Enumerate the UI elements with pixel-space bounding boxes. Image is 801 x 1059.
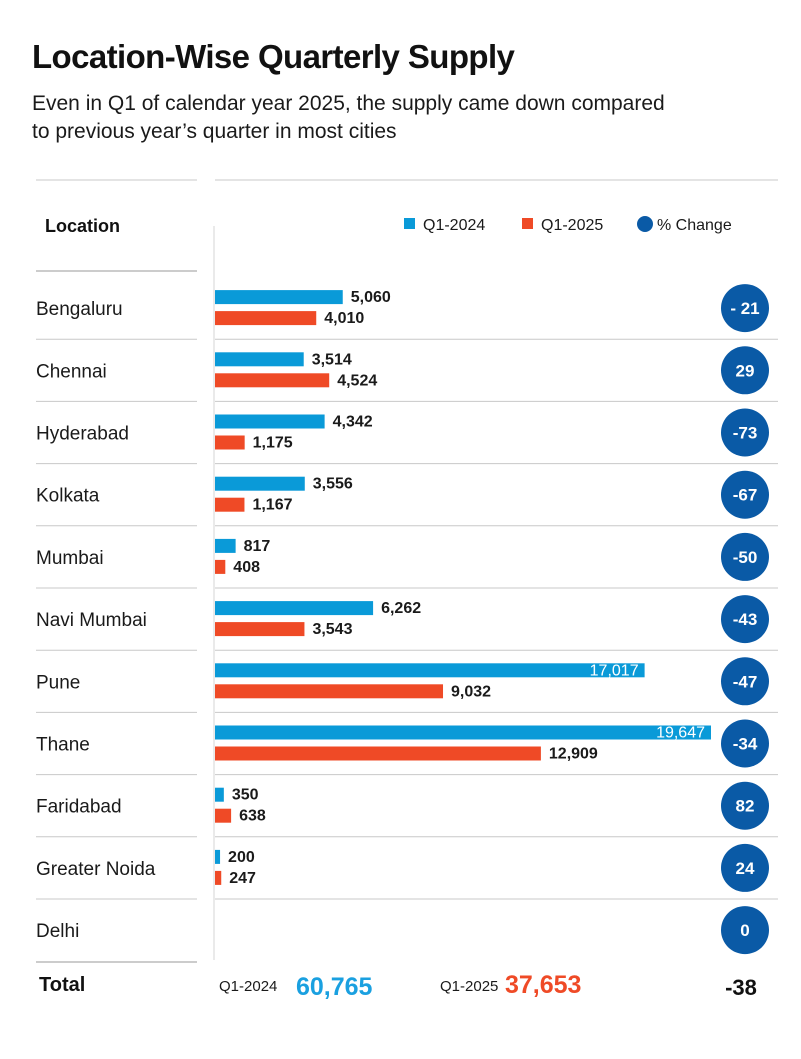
bar-q1-2025 [215,746,541,761]
bar-q1-2025 [215,870,222,885]
location-label: Delhi [36,921,79,942]
total-label: Total [39,974,85,996]
chart-rows: Bengaluru 5,060 4,010 - 21 Chennai 3,514 4,524… [36,284,778,955]
location-label: Chennai [36,361,107,382]
value-label-q1-2025: 12,909 [549,746,598,763]
total-row: Total Q1-2024 60,765 Q1-2025 37,653 -38 [39,971,757,1001]
total-q1-2024-label: Q1-2024 [219,978,277,995]
bar-q1-2025 [215,435,245,450]
value-label-q1-2025: 408 [233,559,260,576]
chart-subtitle: Even in Q1 of calendar year 2025, the su… [32,92,665,143]
location-label: Mumbai [36,548,104,569]
pct-change-label: -67 [733,486,758,505]
pct-change-circle [721,781,769,830]
bar-q1-2024 [215,725,711,740]
location-column-header: Location [45,216,120,236]
bar-q1-2024 [215,476,305,491]
total-q1-2025-label: Q1-2025 [440,978,498,995]
location-label: Bengaluru [36,299,123,320]
bar-q1-2025 [215,808,232,823]
bar-q1-2024 [215,849,221,864]
location-label: Greater Noida [36,859,156,880]
total-q1-2024-value: 60,765 [296,973,373,1001]
total-pct-change: -38 [725,975,757,1000]
pct-change-circle [721,719,769,768]
pct-change-circle [721,657,769,706]
chart-legend: Q1-2024 Q1-2025 % Change [404,216,732,234]
value-label-q1-2024: 6,262 [381,600,421,617]
bar-q1-2024 [215,290,343,305]
bar-q1-2024 [215,352,304,367]
pct-change-label: 0 [740,921,749,940]
legend-label-q1-2024: Q1-2024 [423,217,485,234]
chart-title: Location-Wise Quarterly Supply [32,38,515,75]
pct-change-label: 82 [736,797,755,816]
value-label-q1-2024: 350 [232,787,259,804]
value-label-q1-2025: 1,167 [252,497,292,514]
location-label: Faridabad [36,797,122,818]
bar-q1-2024 [215,538,236,553]
pct-change-label: -73 [733,424,758,443]
bar-q1-2024 [215,787,224,802]
value-label-q1-2024: 4,342 [333,414,373,431]
pct-change-label: - 21 [730,299,759,318]
value-label-q1-2025: 9,032 [451,683,491,700]
location-label: Navi Mumbai [36,610,147,631]
pct-change-circle [721,843,769,892]
legend-swatch-q1-2024 [404,218,415,229]
bar-q1-2025 [215,684,444,699]
bar-q1-2025 [215,497,245,512]
value-label-q1-2024: 3,514 [312,351,352,368]
value-label-q1-2025: 4,524 [337,372,377,389]
pct-change-label: -50 [733,548,758,567]
value-label-q1-2025: 638 [239,808,266,825]
location-label: Hyderabad [36,424,129,445]
total-q1-2025-value: 37,653 [505,971,581,999]
pct-change-circle [721,532,769,581]
pct-change-circle [721,284,769,333]
value-label-q1-2024: 817 [244,538,271,555]
pct-change-circle [721,346,769,395]
value-label-q1-2024: 5,060 [351,289,391,306]
value-label-q1-2024: 3,556 [313,476,353,493]
bar-q1-2024 [215,601,374,616]
value-label-q1-2025: 247 [229,870,256,887]
legend-label-pct-change: % Change [657,217,732,234]
legend-swatch-q1-2025 [522,218,533,229]
pct-change-label: 24 [736,859,755,878]
value-label-q1-2024: 200 [228,849,255,866]
pct-change-circle [721,595,769,644]
location-label: Pune [36,672,80,693]
pct-change-label: 29 [736,361,755,380]
bar-q1-2025 [215,622,305,637]
pct-change-label: -43 [733,610,758,629]
value-label-q1-2025: 1,175 [253,435,293,452]
value-label-q1-2024: 19,647 [656,725,705,742]
pct-change-label: -47 [733,672,758,691]
pct-change-label: -34 [733,735,758,754]
pct-change-circle [721,408,769,457]
bar-q1-2024 [215,414,325,429]
legend-label-q1-2025: Q1-2025 [541,217,603,234]
pct-change-circle [721,470,769,519]
value-label-q1-2025: 4,010 [324,310,364,327]
bar-q1-2025 [215,311,317,326]
bar-q1-2024 [215,663,645,678]
location-label: Thane [36,735,90,756]
legend-swatch-pct-change [637,216,653,232]
value-label-q1-2024: 17,017 [590,662,639,679]
bar-q1-2025 [215,559,226,574]
value-label-q1-2025: 3,543 [312,621,352,638]
location-label: Kolkata [36,486,100,507]
pct-change-circle [721,906,769,955]
bar-q1-2025 [215,373,330,388]
